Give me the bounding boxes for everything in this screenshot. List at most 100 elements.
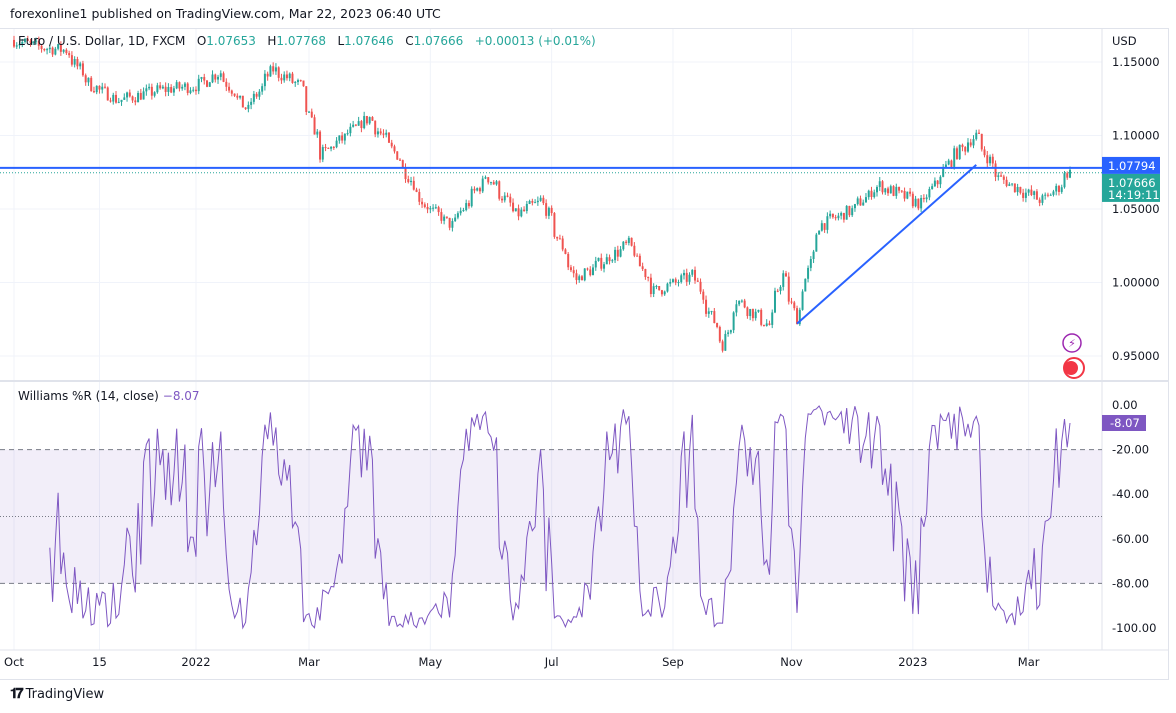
candle-body bbox=[942, 167, 945, 177]
candle-body bbox=[699, 281, 702, 292]
candle-body bbox=[796, 308, 799, 325]
last-price-label: 1.07666 bbox=[1108, 176, 1156, 190]
candle-body bbox=[638, 255, 641, 267]
candle-body bbox=[823, 223, 826, 230]
horizontal-line-label: 1.07794 bbox=[1108, 159, 1156, 173]
candle-body bbox=[1019, 186, 1022, 193]
candle-body bbox=[467, 203, 470, 207]
candle-body bbox=[481, 178, 484, 192]
candle-body bbox=[1060, 187, 1063, 192]
candle-body bbox=[387, 132, 390, 143]
symbol-name[interactable]: Euro / U.S. Dollar, 1D, FXCM bbox=[18, 34, 186, 48]
candle-body bbox=[605, 257, 608, 265]
candle-body bbox=[669, 281, 672, 284]
candle-body bbox=[448, 217, 451, 228]
candle-body bbox=[1008, 184, 1011, 186]
candle-body bbox=[644, 269, 647, 278]
tradingview-logo-icon: 𝟏𝟕 bbox=[10, 686, 24, 702]
candle-body bbox=[214, 74, 217, 80]
candle-body bbox=[696, 280, 699, 282]
candle-body bbox=[280, 77, 283, 81]
candle-body bbox=[81, 63, 84, 76]
candle-body bbox=[175, 82, 178, 89]
candle-body bbox=[376, 131, 379, 135]
countdown-label: 14:19:11 bbox=[1108, 188, 1160, 202]
candle-body bbox=[18, 44, 21, 46]
candle-body bbox=[875, 187, 878, 193]
candle-body bbox=[1038, 199, 1041, 203]
candle-body bbox=[349, 126, 352, 134]
candle-body bbox=[73, 59, 76, 65]
candle-body bbox=[978, 132, 981, 134]
indicator-tick-label: -80.00 bbox=[1112, 576, 1149, 590]
candle-body bbox=[534, 202, 537, 204]
candle-body bbox=[374, 120, 377, 135]
lightning-icon bbox=[1062, 333, 1082, 353]
open-value: 1.07653 bbox=[206, 34, 256, 48]
candle-body bbox=[900, 190, 903, 192]
indicator-name[interactable]: Williams %R (14, close) bbox=[18, 389, 159, 403]
candle-body bbox=[809, 259, 812, 268]
currency-label: USD bbox=[1112, 34, 1137, 48]
lightning-glyph: ⚡ bbox=[1068, 337, 1076, 350]
candle-body bbox=[153, 92, 156, 96]
candle-body bbox=[357, 121, 360, 126]
candle-body bbox=[580, 276, 583, 281]
candle-body bbox=[881, 181, 884, 193]
candle-body bbox=[512, 202, 515, 212]
candle-body bbox=[859, 198, 862, 206]
candle-body bbox=[705, 299, 708, 314]
candle-body bbox=[54, 48, 57, 55]
time-tick-label: 2023 bbox=[898, 655, 927, 669]
candle-body bbox=[991, 156, 994, 164]
candle-body bbox=[627, 237, 630, 243]
candle-body bbox=[790, 301, 793, 303]
candle-body bbox=[710, 311, 713, 313]
tradingview-logo[interactable]: 𝟏𝟕 TradingView bbox=[10, 686, 104, 702]
candle-body bbox=[263, 73, 266, 87]
price-tick-label: 0.95000 bbox=[1112, 349, 1160, 363]
candle-body bbox=[820, 223, 823, 231]
candle-body bbox=[465, 203, 468, 211]
candle-body bbox=[939, 176, 942, 185]
candle-body bbox=[685, 272, 688, 282]
candle-body bbox=[418, 191, 421, 202]
candle-body bbox=[944, 164, 947, 168]
candle-body bbox=[594, 260, 597, 268]
candle-body bbox=[415, 189, 418, 192]
candle-body bbox=[575, 273, 578, 281]
candle-body bbox=[655, 285, 658, 287]
candle-body bbox=[969, 142, 972, 146]
candle-body bbox=[15, 45, 18, 47]
candle-body bbox=[134, 100, 137, 103]
candle-body bbox=[1002, 176, 1005, 180]
candle-body bbox=[724, 333, 727, 351]
candle-body bbox=[272, 66, 275, 72]
candle-body bbox=[729, 330, 732, 333]
candle-body bbox=[851, 208, 854, 216]
candle-body bbox=[1063, 173, 1066, 188]
candle-body bbox=[600, 257, 603, 269]
candle-body bbox=[561, 238, 564, 250]
candle-body bbox=[906, 191, 909, 199]
indicator-legend: Williams %R (14, close) −8.07 bbox=[18, 389, 200, 403]
candle-body bbox=[126, 92, 129, 98]
candle-body bbox=[826, 216, 829, 230]
candle-body bbox=[958, 144, 961, 159]
candle-body bbox=[440, 212, 443, 221]
candle-body bbox=[137, 92, 140, 103]
candle-body bbox=[269, 66, 272, 77]
candle-body bbox=[498, 181, 501, 199]
candle-body bbox=[972, 139, 975, 146]
candle-body bbox=[547, 207, 550, 216]
candle-body bbox=[335, 140, 338, 148]
candle-body bbox=[671, 279, 674, 282]
candle-body bbox=[37, 40, 40, 46]
candle-body bbox=[79, 63, 82, 67]
candle-body bbox=[785, 273, 788, 277]
candle-body bbox=[266, 73, 269, 77]
candle-body bbox=[189, 90, 192, 93]
candle-body bbox=[327, 147, 330, 149]
candle-body bbox=[603, 264, 606, 269]
